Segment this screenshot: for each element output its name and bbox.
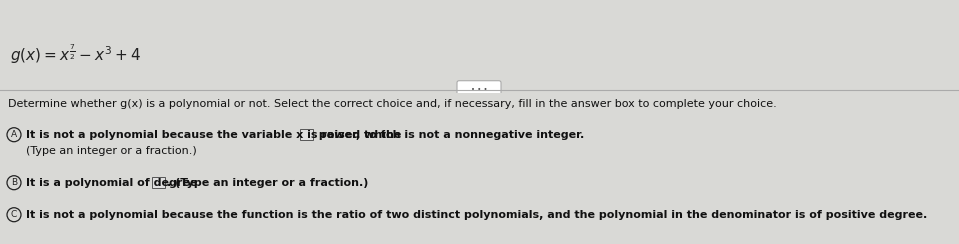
Text: • • •: • • •: [471, 87, 487, 93]
Text: power, which is not a nonnegative integer.: power, which is not a nonnegative intege…: [316, 130, 584, 140]
Text: It is not a polynomial because the function is the ratio of two distinct polynom: It is not a polynomial because the funct…: [26, 210, 927, 220]
Bar: [300, 129, 313, 140]
Text: A: A: [11, 130, 17, 139]
Text: (Type an integer or a fraction.): (Type an integer or a fraction.): [26, 146, 197, 156]
Text: It is not a polynomial because the variable x is raised to the: It is not a polynomial because the varia…: [26, 130, 406, 140]
Text: C: C: [11, 210, 17, 219]
Text: It is a polynomial of degree: It is a polynomial of degree: [26, 178, 201, 188]
Bar: [152, 177, 165, 188]
FancyBboxPatch shape: [457, 81, 501, 99]
Text: Determine whether g(x) is a polynomial or not. Select the correct choice and, if: Determine whether g(x) is a polynomial o…: [8, 99, 777, 109]
Text: B: B: [11, 178, 17, 187]
Text: . (Type an integer or a fraction.): . (Type an integer or a fraction.): [167, 178, 368, 188]
Text: $\mathit{g(x)}=\mathit{x}^{\frac{7}{2}}-\mathit{x}^{3}+4$: $\mathit{g(x)}=\mathit{x}^{\frac{7}{2}}-…: [10, 42, 141, 66]
